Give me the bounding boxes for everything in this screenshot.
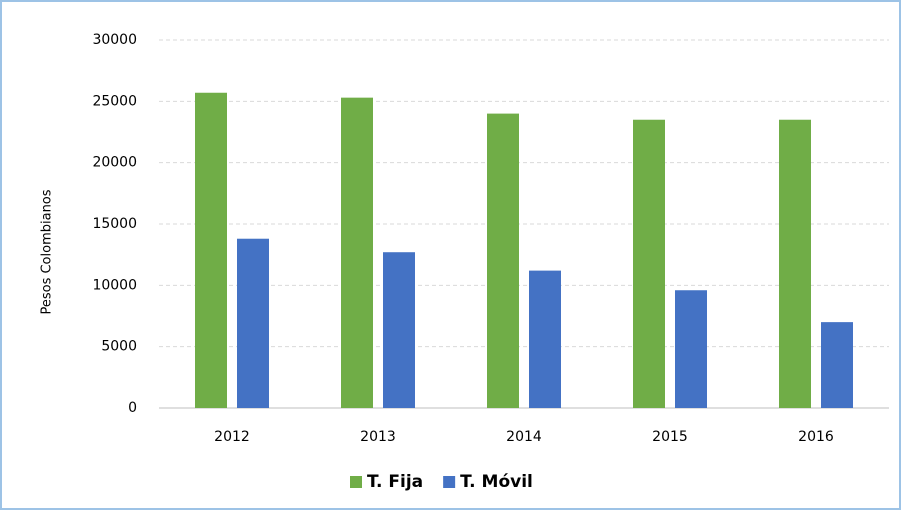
y-tick-label: 15000 xyxy=(92,216,137,232)
bar xyxy=(195,92,227,408)
bar xyxy=(779,119,811,408)
legend-label: T. Fija xyxy=(367,472,423,492)
y-tick-label: 30000 xyxy=(92,32,137,48)
y-tick-label: 25000 xyxy=(92,93,137,109)
bar xyxy=(821,322,853,408)
x-tick-label: 2013 xyxy=(360,429,396,445)
bar xyxy=(487,113,519,408)
bar xyxy=(675,290,707,408)
y-tick-label: 20000 xyxy=(92,155,137,171)
legend-label: T. Móvil xyxy=(460,472,533,492)
bar xyxy=(529,270,561,408)
y-tick-label: 10000 xyxy=(92,277,137,293)
bar xyxy=(237,238,269,408)
y-axis-title: Pesos Colombianos xyxy=(40,189,55,314)
bar xyxy=(633,119,665,408)
x-tick-label: 2014 xyxy=(506,429,542,445)
legend-swatch xyxy=(443,476,456,488)
x-tick-label: 2015 xyxy=(652,429,688,445)
y-tick-label: 0 xyxy=(128,400,137,416)
x-tick-label: 2016 xyxy=(798,429,834,445)
bar xyxy=(341,97,373,409)
x-tick-label: 2012 xyxy=(214,429,250,445)
legend-swatch xyxy=(350,476,362,488)
y-tick-label: 5000 xyxy=(101,339,137,355)
bar xyxy=(383,252,415,408)
